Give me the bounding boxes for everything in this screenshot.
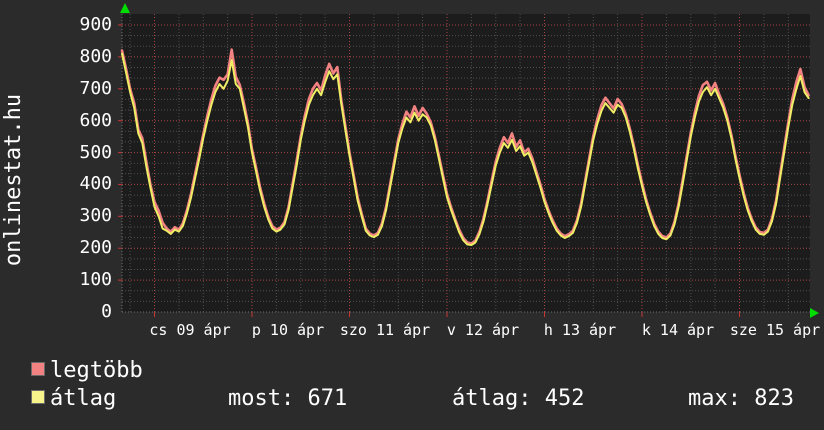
x-tick-label: h 13 ápr bbox=[543, 321, 617, 339]
x-tick-label: cs 09 ápr bbox=[149, 321, 231, 339]
stat-most: most: 671 bbox=[228, 386, 348, 411]
legend-label-legtobb: legtöbb bbox=[50, 358, 143, 383]
legend-swatch-legtobb bbox=[31, 362, 45, 376]
y-tick-label: 400 bbox=[79, 173, 112, 195]
y-tick-label: 700 bbox=[79, 77, 112, 99]
chart-svg bbox=[118, 14, 810, 317]
y-tick-label: 600 bbox=[79, 109, 112, 131]
x-tick-label: v 12 ápr bbox=[446, 321, 520, 339]
y-tick-label: 300 bbox=[79, 205, 112, 227]
y-tick-label: 900 bbox=[79, 14, 112, 35]
y-tick-label: 0 bbox=[101, 301, 112, 322]
y-tick-label: 100 bbox=[79, 269, 112, 291]
series-atlag-line bbox=[121, 52, 810, 246]
y-axis-arrow-icon bbox=[120, 3, 130, 13]
y-tick-label: 200 bbox=[79, 237, 112, 259]
stat-atlag: átlag: 452 bbox=[452, 386, 585, 411]
x-tick-label: sze 15 ápr bbox=[729, 321, 821, 339]
site-watermark: onlinestat.hu bbox=[1, 93, 26, 267]
series-legtobb-line bbox=[120, 48, 810, 245]
x-tick-label: p 10 ápr bbox=[251, 321, 325, 339]
y-tick-label: 500 bbox=[79, 141, 112, 163]
x-tick-label: szo 11 ápr bbox=[339, 321, 431, 339]
y-tick-label: 800 bbox=[79, 45, 112, 67]
legend-swatch-atlag bbox=[31, 390, 45, 404]
x-axis-arrow-icon bbox=[810, 308, 819, 318]
stat-max: max: 823 bbox=[688, 386, 794, 411]
x-tick-label: k 14 ápr bbox=[641, 321, 715, 339]
legend-label-atlag: átlag bbox=[50, 386, 117, 411]
